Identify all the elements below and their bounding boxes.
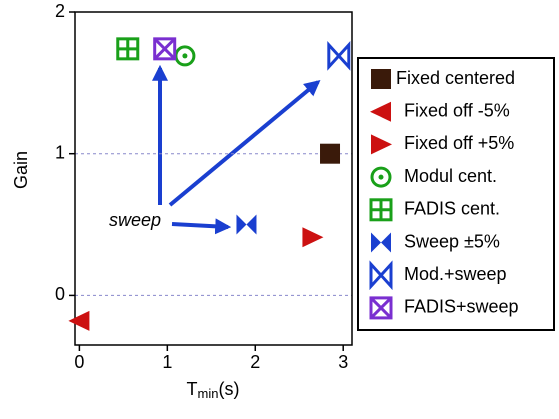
shape <box>153 37 176 60</box>
x-label-unit: (s) <box>218 379 239 399</box>
shape <box>236 214 257 235</box>
shape <box>369 260 393 291</box>
y-tick-label: 1 <box>55 142 65 162</box>
legend-marker <box>370 101 391 122</box>
point <box>236 214 257 235</box>
y-axis-label: Gain <box>11 151 31 189</box>
arrow <box>171 218 232 235</box>
shape <box>371 232 391 253</box>
y-tick-label: 2 <box>55 1 65 21</box>
legend-box <box>357 57 555 331</box>
shape <box>153 37 177 61</box>
legend-label: Modul cent. <box>404 166 497 186</box>
shape <box>327 41 351 71</box>
x-axis-label: Tmin(s) <box>187 379 240 402</box>
annotation: sweep <box>109 210 161 230</box>
x-tick-label: 3 <box>338 352 348 372</box>
legend-label: FADIS cent. <box>404 199 500 219</box>
shape <box>320 143 341 164</box>
shape <box>369 296 393 319</box>
plot-frame <box>74 11 353 346</box>
shape <box>370 166 392 188</box>
x-tick-label: 2 <box>250 352 260 372</box>
legend-marker <box>369 296 393 320</box>
x-label-main: T <box>187 379 198 399</box>
shape <box>182 53 188 59</box>
legend-label: FADIS+sweep <box>404 297 519 317</box>
legend-label: Mod.+sweep <box>404 264 507 284</box>
shape <box>369 296 393 320</box>
shape <box>371 69 391 89</box>
y-tick-label: 0 <box>55 284 65 304</box>
point <box>320 143 341 164</box>
shape <box>378 174 384 180</box>
point <box>302 227 324 248</box>
arrow <box>168 79 321 207</box>
shape <box>117 38 138 59</box>
point <box>327 41 351 71</box>
x-tick-label: 1 <box>162 352 172 372</box>
legend-marker <box>371 69 391 89</box>
shape <box>371 134 392 155</box>
legend-label: Fixed off +5% <box>404 133 514 153</box>
x-label-sub: min <box>198 386 219 401</box>
legend-marker <box>371 134 392 155</box>
legend-label: Fixed off -5% <box>404 100 510 120</box>
shape <box>371 199 391 220</box>
x-tick-label: 0 <box>74 352 84 372</box>
legend-marker <box>370 166 392 188</box>
arrows <box>152 64 321 235</box>
shape <box>302 227 324 248</box>
shape <box>370 101 391 122</box>
legend-marker <box>369 198 393 222</box>
legend-label: Sweep ±5% <box>404 231 500 251</box>
shape <box>68 310 90 331</box>
point <box>68 310 90 331</box>
point <box>174 45 196 67</box>
legend-label: Fixed centered <box>396 68 515 88</box>
point <box>153 37 177 61</box>
legend-marker <box>369 260 393 291</box>
point <box>116 37 140 61</box>
legend-marker <box>371 232 391 253</box>
